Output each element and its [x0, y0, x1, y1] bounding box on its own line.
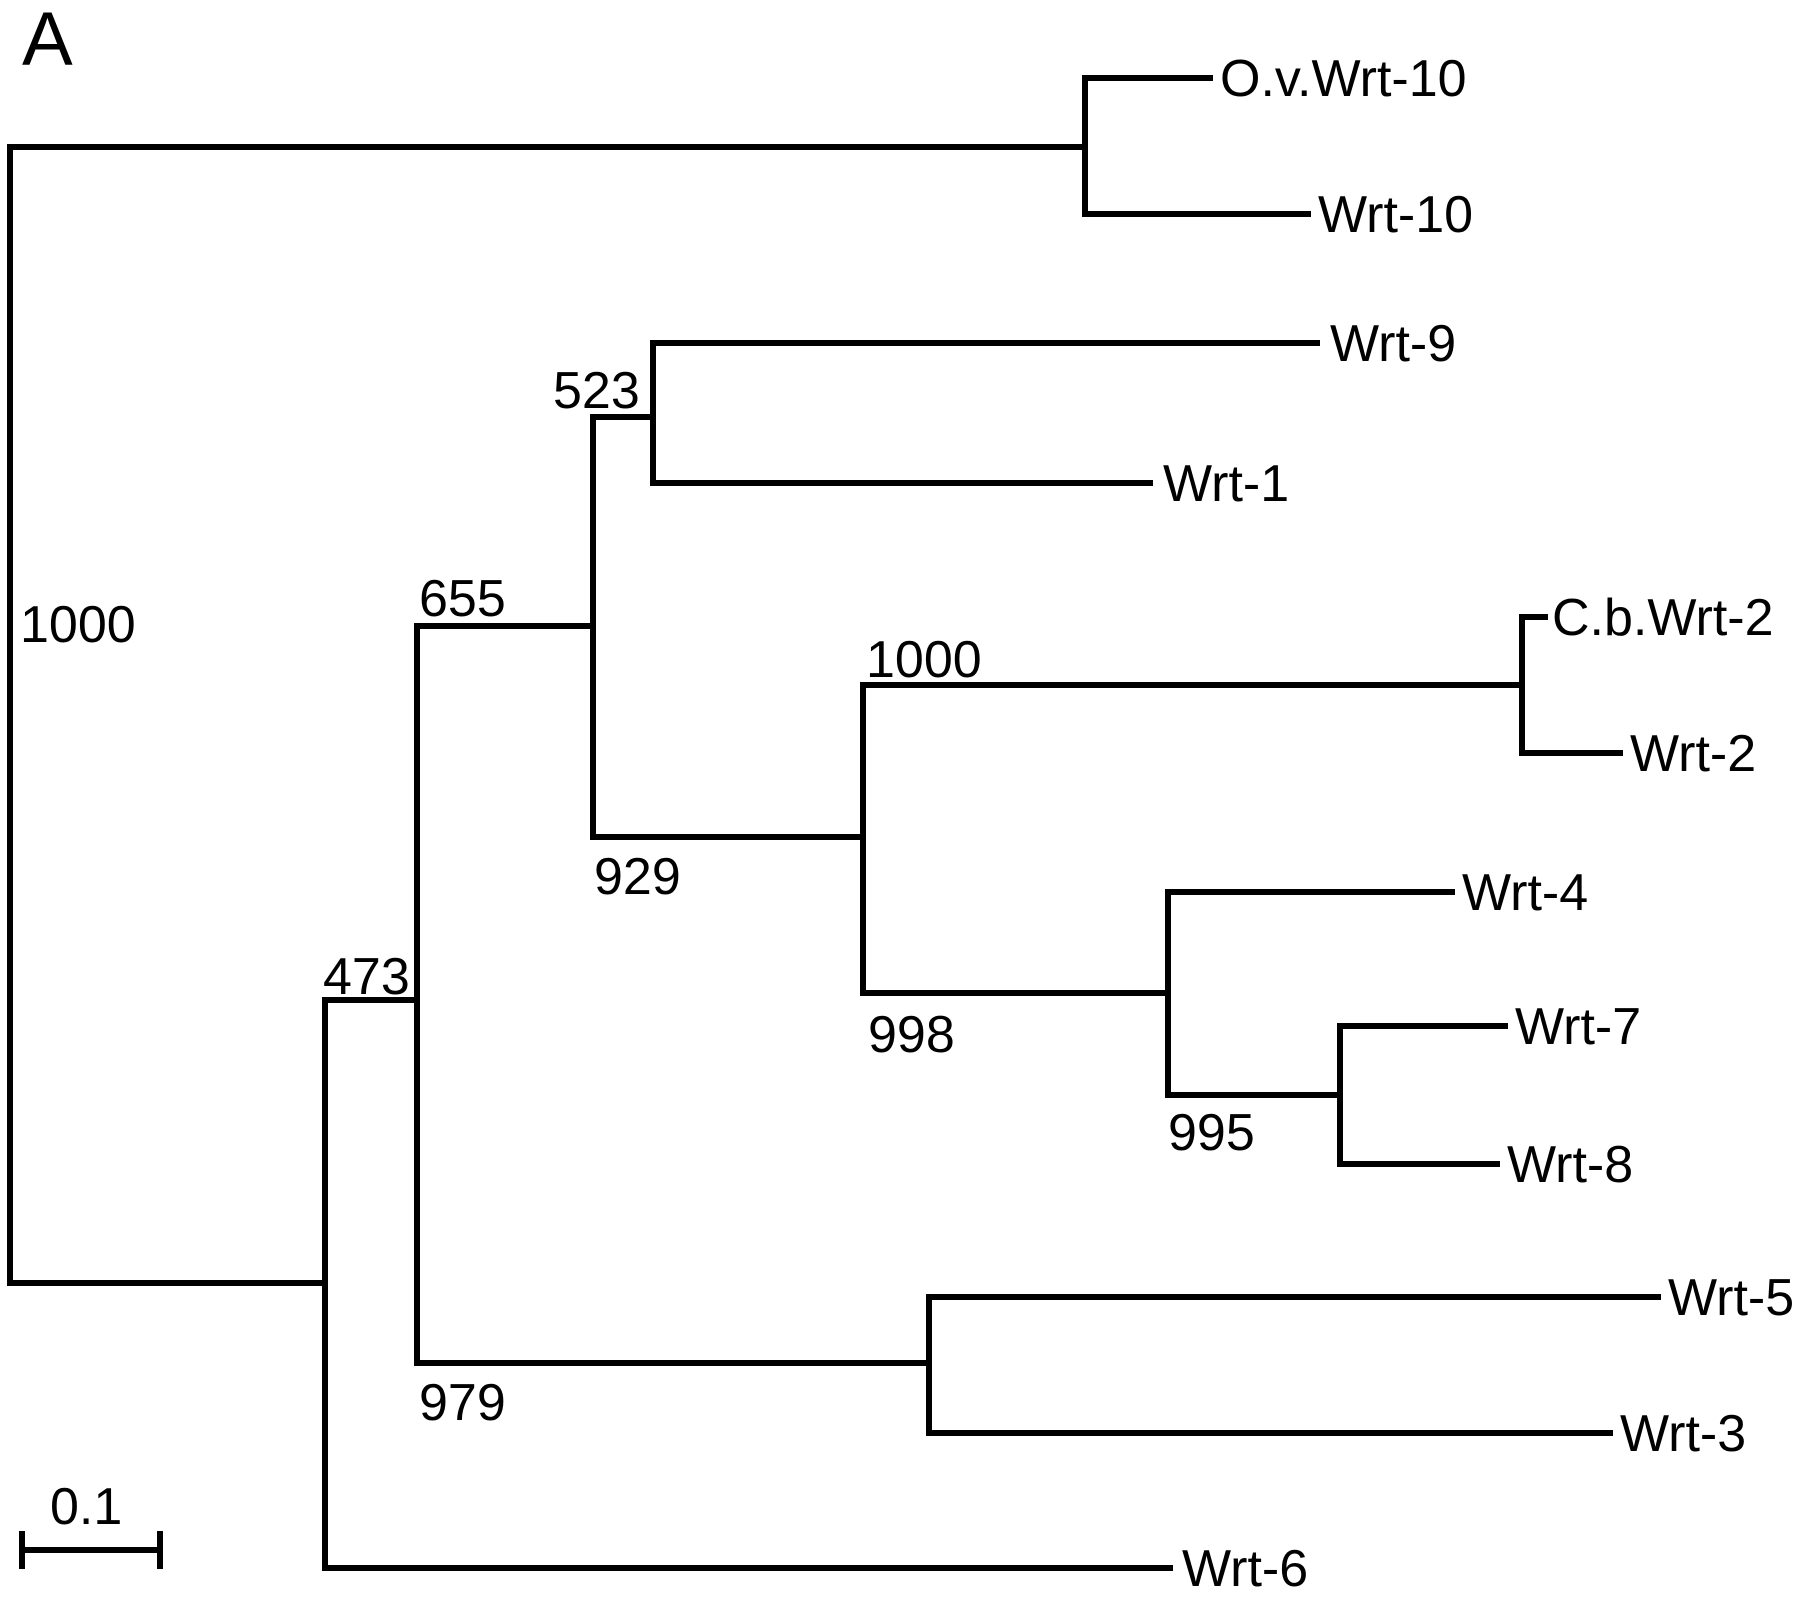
bootstrap-label-1000: 1000: [866, 631, 982, 689]
leaf-label-cb-wrt2: C.b.Wrt-2: [1552, 589, 1774, 647]
leaf-label-wrt4: Wrt-4: [1462, 864, 1588, 922]
leaf-label-wrt5: Wrt-5: [1668, 1269, 1794, 1327]
leaf-label-wrt1: Wrt-1: [1163, 455, 1289, 513]
bootstrap-label-root-1000: 1000: [20, 596, 136, 654]
panel-letter-label: A: [22, 0, 73, 82]
bootstrap-label-655: 655: [419, 570, 506, 628]
leaf-label-wrt9: Wrt-9: [1330, 315, 1456, 373]
leaf-label-wrt2: Wrt-2: [1630, 725, 1756, 783]
leaf-label-wrt3: Wrt-3: [1620, 1405, 1746, 1463]
bootstrap-label-995: 995: [1168, 1104, 1255, 1162]
bootstrap-label-523: 523: [553, 362, 640, 420]
bootstrap-label-998: 998: [868, 1006, 955, 1064]
bootstrap-label-929: 929: [594, 848, 681, 906]
bootstrap-label-979: 979: [419, 1374, 506, 1432]
leaf-label-wrt7: Wrt-7: [1515, 998, 1641, 1056]
leaf-label-wrt10: Wrt-10: [1318, 186, 1473, 244]
leaf-label-wrt6: Wrt-6: [1182, 1540, 1308, 1598]
leaf-label-wrt8: Wrt-8: [1507, 1136, 1633, 1194]
scale-bar-label: 0.1: [50, 1478, 122, 1536]
bootstrap-label-473: 473: [323, 948, 410, 1006]
leaf-label-ov-wrt10: O.v.Wrt-10: [1220, 50, 1467, 108]
